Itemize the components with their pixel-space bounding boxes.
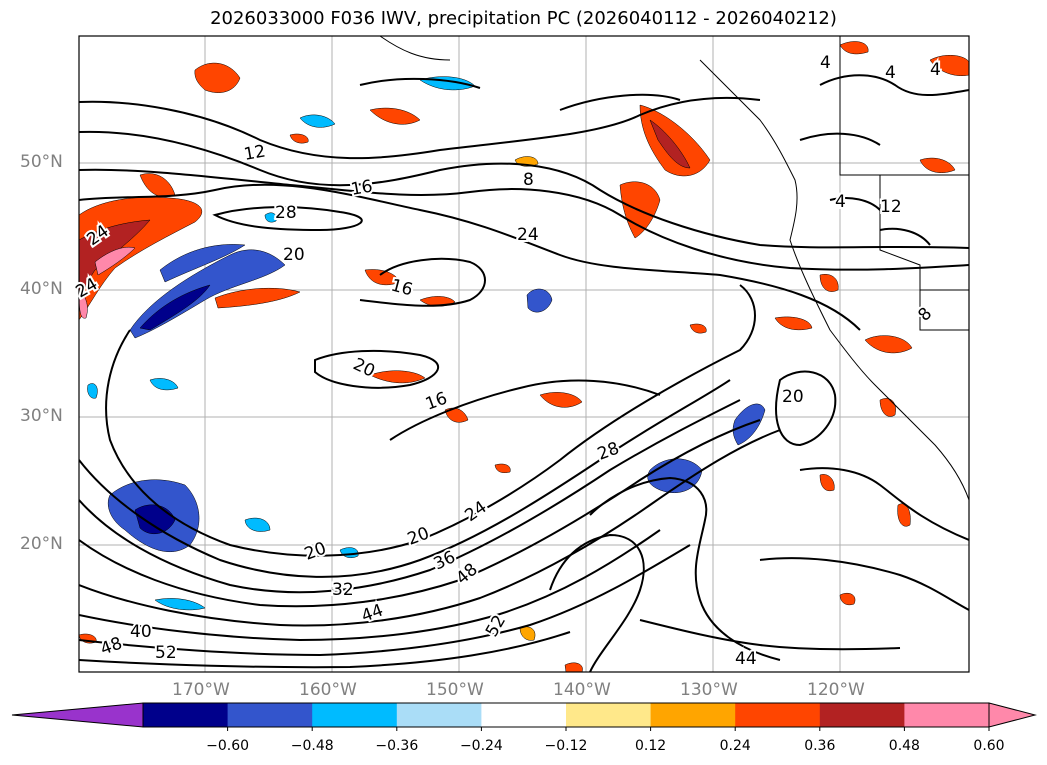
lon-label-130w: 130°W bbox=[680, 680, 738, 700]
colorbar-tick-label: 0.48 bbox=[888, 738, 920, 754]
plot-frame bbox=[78, 35, 970, 673]
contour-label: 20 bbox=[283, 245, 305, 265]
contour-label: 24 bbox=[517, 225, 539, 245]
lat-label-20n: 20°N bbox=[20, 534, 63, 554]
colorbar-segment bbox=[566, 703, 652, 727]
coastline bbox=[379, 36, 969, 501]
colorbar-tick-label: 0.24 bbox=[719, 738, 751, 754]
lon-label-120w: 120°W bbox=[807, 680, 865, 700]
lat-label-50n: 50°N bbox=[20, 152, 63, 172]
colorbar-segment bbox=[143, 703, 229, 727]
lon-label-160w: 160°W bbox=[299, 680, 357, 700]
colorbar-segment bbox=[904, 703, 990, 727]
contour-label: 32 bbox=[332, 580, 354, 600]
colorbar-segment bbox=[819, 703, 905, 727]
contour-label: 52 bbox=[155, 643, 177, 663]
contour-label: 40 bbox=[130, 622, 152, 642]
lat-label-40n: 40°N bbox=[20, 279, 63, 299]
colorbar-segment bbox=[396, 703, 482, 727]
plot-area bbox=[79, 36, 969, 672]
contour-label: 12 bbox=[880, 197, 902, 217]
contour-label: 16 bbox=[349, 176, 374, 199]
lat-label-30n: 30°N bbox=[20, 406, 63, 426]
colorbar-tick-label: −0.48 bbox=[290, 738, 334, 754]
colorbar-tick-label: 0.12 bbox=[635, 738, 667, 754]
colorbar-tick-label: 0.36 bbox=[804, 738, 836, 754]
lon-label-140w: 140°W bbox=[553, 680, 611, 700]
colorbar-segment bbox=[650, 703, 736, 727]
colorbar-tick-label: −0.24 bbox=[459, 738, 503, 754]
contour-label: 4 bbox=[820, 53, 831, 73]
colorbar-segment bbox=[227, 703, 313, 727]
colorbar-segment bbox=[312, 703, 398, 727]
contour-label: 44 bbox=[735, 649, 757, 669]
precip-negative bbox=[87, 76, 766, 611]
colorbar-tick-label: −0.12 bbox=[544, 738, 588, 754]
lon-label-150w: 150°W bbox=[426, 680, 484, 700]
contour-label: 12 bbox=[242, 141, 267, 164]
colorbar-segment bbox=[735, 703, 821, 727]
colorbar-tick-label: 0.60 bbox=[973, 738, 1005, 754]
contour-label: 8 bbox=[523, 170, 534, 190]
contour-label: 4 bbox=[930, 60, 941, 80]
colorbar-tick-label: −0.36 bbox=[375, 738, 419, 754]
colorbar-tick-label: −0.60 bbox=[206, 738, 250, 754]
precip-positive bbox=[79, 41, 969, 672]
colorbar-segment bbox=[481, 703, 567, 727]
map-title: 2026033000 F036 IWV, precipitation PC (2… bbox=[210, 8, 837, 29]
contour-label: 4 bbox=[835, 192, 846, 212]
lon-label-170w: 170°W bbox=[172, 680, 230, 700]
contour-label: 28 bbox=[275, 203, 297, 223]
contour-label: 20 bbox=[782, 387, 804, 407]
iwv-contours bbox=[79, 74, 969, 672]
colorbar-extend-low bbox=[11, 702, 144, 728]
colorbar-extend-high bbox=[988, 702, 1037, 728]
colorbar bbox=[11, 702, 1037, 731]
contour-label: 4 bbox=[885, 63, 896, 83]
